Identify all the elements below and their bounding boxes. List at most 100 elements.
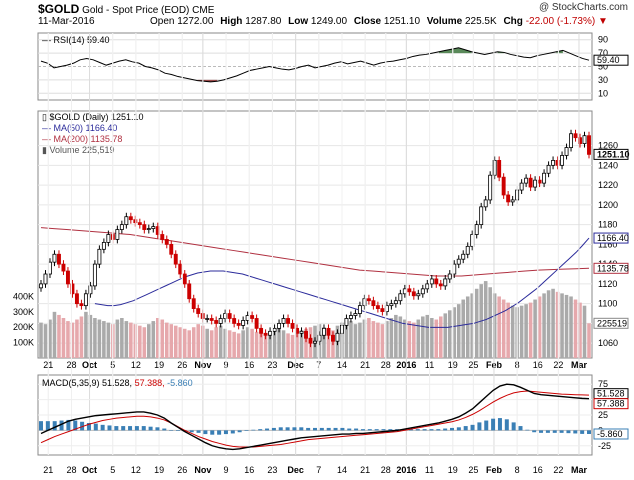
macd-histogram-bar xyxy=(573,430,578,434)
candle-body xyxy=(380,308,385,312)
hist-value-label: -5.860 xyxy=(597,429,623,439)
macd-histogram-bar xyxy=(244,430,249,431)
volume-bar xyxy=(232,331,236,358)
price-tick-label: 1260 xyxy=(598,141,618,151)
volume-bar xyxy=(430,318,434,358)
macd-histogram-bar xyxy=(450,427,454,431)
low-value: 1249.00 xyxy=(310,16,348,27)
x-tick-label-bottom: 25 xyxy=(468,465,478,475)
macd-histogram-bar xyxy=(80,421,85,431)
volume-bar xyxy=(254,331,259,358)
volume-bar xyxy=(236,333,241,358)
candle-body xyxy=(560,155,565,166)
macd-histogram-bar xyxy=(196,430,201,433)
price-tick-label: 1200 xyxy=(598,200,618,210)
candle-body xyxy=(331,334,335,342)
volume-bar xyxy=(93,318,97,358)
price-tick-label: 1060 xyxy=(598,338,618,348)
rsi-tick-label: 70 xyxy=(598,48,608,58)
x-tick-label-bottom: 8 xyxy=(515,465,520,475)
volume-bar xyxy=(474,288,479,358)
close-label: Close xyxy=(353,16,382,27)
volume-bar xyxy=(61,318,66,358)
volume-bar xyxy=(344,319,349,358)
rsi-tick-label: 10 xyxy=(598,88,608,98)
macd-histogram-bar xyxy=(539,430,544,433)
volume-bar xyxy=(66,321,70,358)
x-tick-label-bottom: 26 xyxy=(177,465,187,475)
volume-bar xyxy=(97,319,102,358)
volume-bar xyxy=(578,302,582,358)
candle-body xyxy=(286,318,291,324)
candle-body xyxy=(218,318,223,324)
volume-bar xyxy=(506,302,510,358)
volume-bar xyxy=(223,328,227,358)
volume-bar xyxy=(519,305,524,358)
candle-body xyxy=(420,288,425,295)
candle-body xyxy=(160,234,165,240)
candle-body xyxy=(524,177,529,184)
price-tick-label: 1240 xyxy=(598,160,618,170)
macd-histogram-bar xyxy=(176,430,180,431)
macd-histogram-bar xyxy=(511,422,516,431)
volume-bar xyxy=(465,296,470,358)
volume-bar xyxy=(205,328,209,358)
macd-histogram-bar xyxy=(456,427,461,431)
candle-body xyxy=(52,253,57,263)
candle-body xyxy=(187,283,192,300)
macd-histogram-bar xyxy=(285,427,290,431)
rsi-tick-label: 90 xyxy=(598,35,608,45)
candle-body xyxy=(39,283,43,289)
volume-bar xyxy=(537,296,542,358)
candle-body xyxy=(555,159,560,166)
volume-bar xyxy=(299,330,304,358)
candle-body xyxy=(196,308,201,314)
candle-body xyxy=(308,337,313,344)
candle-body xyxy=(259,327,264,334)
macd-histogram-bar xyxy=(292,427,297,431)
candle-body xyxy=(61,263,66,272)
candle-body xyxy=(335,332,340,342)
macd-histogram-bar xyxy=(86,423,91,431)
macd-legend-part: -5.860 xyxy=(167,378,193,388)
volume-bar xyxy=(241,330,245,358)
macd-histogram-bar xyxy=(141,426,146,431)
macd-histogram-bar xyxy=(66,419,71,431)
macd-histogram-bar xyxy=(59,420,64,431)
candle-body xyxy=(483,199,488,208)
description: Gold - Spot Price (EOD) xyxy=(82,5,190,16)
candle-body xyxy=(587,135,591,155)
macd-histogram-bar xyxy=(189,430,194,433)
volume-bar xyxy=(560,293,564,358)
macd-histogram-bar xyxy=(367,429,372,431)
candle-body xyxy=(429,278,434,285)
macd-histogram-bar xyxy=(278,427,283,431)
x-tick-label-bottom: 7 xyxy=(316,465,321,475)
candle-body xyxy=(398,293,403,302)
volume-bar xyxy=(84,311,88,358)
candle-body xyxy=(281,318,286,324)
candle-body xyxy=(313,340,317,344)
last-close-label: 1251.10 xyxy=(597,149,630,159)
candle-body xyxy=(542,172,547,184)
volume-bar xyxy=(394,314,398,358)
candle-body xyxy=(214,320,219,324)
volume-bar xyxy=(169,324,174,358)
candle-body xyxy=(317,334,322,342)
macd-legend-part: 57.388, xyxy=(135,378,168,388)
volume-bar xyxy=(124,321,129,358)
macd-histogram-bar xyxy=(251,429,256,431)
candle-body xyxy=(479,206,484,226)
macd-signal-line xyxy=(40,390,590,448)
volume-bar xyxy=(349,321,353,358)
signal-value-label: 57.388 xyxy=(597,399,625,409)
volume-bar xyxy=(79,316,84,358)
volume-bar xyxy=(412,322,416,358)
volume-bar xyxy=(403,319,407,358)
candle-body xyxy=(57,253,61,265)
volume-bar xyxy=(353,324,358,358)
x-tick-label-bottom: Nov xyxy=(194,465,211,475)
macd-histogram-bar xyxy=(340,427,345,431)
macd-histogram-bar xyxy=(258,429,263,431)
price-tick-label: 1160 xyxy=(598,239,617,249)
